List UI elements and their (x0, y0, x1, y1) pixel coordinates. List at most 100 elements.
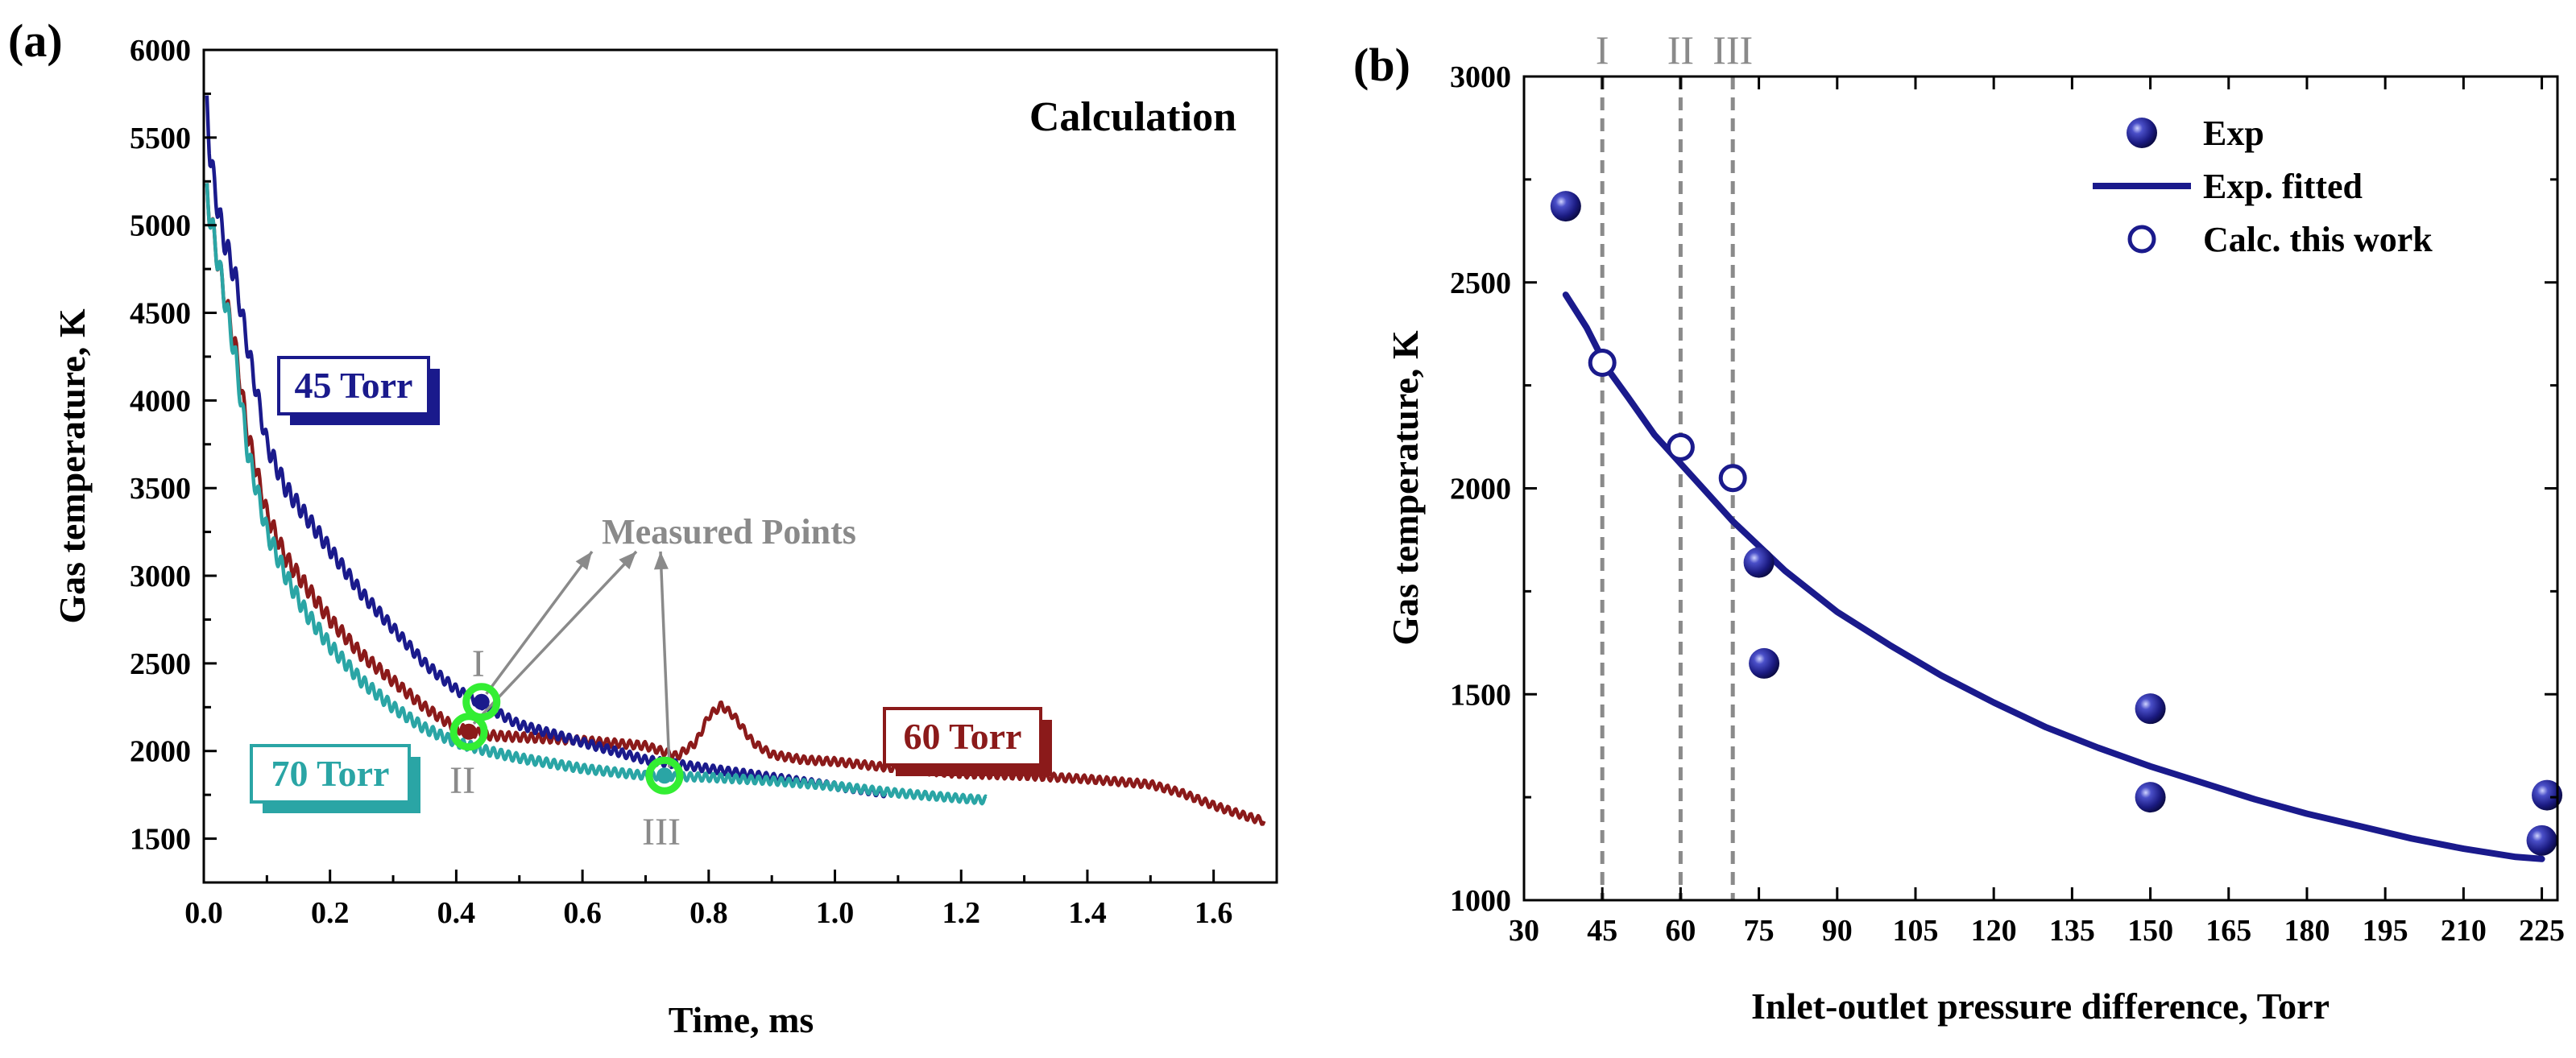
panel-b-y-title: Gas temperature, K (1385, 330, 1426, 646)
panel-b-frame (1522, 75, 2559, 902)
exp-point (1749, 647, 1780, 679)
calc-point (1666, 432, 1695, 461)
y-tick-label: 3000 (1450, 60, 1511, 94)
label-70-torr: 70 Torr (250, 744, 420, 813)
panel-a-label: (a) (8, 14, 63, 67)
measured-arrow-head (619, 552, 636, 570)
panel-b: (b) I II III 30 45 60 75 90 105 120 135 150 165 180 1… (1353, 27, 2565, 1027)
y-tick-label: 1500 (1450, 678, 1511, 712)
label-45-torr: 45 Torr (277, 356, 440, 425)
calc-point (1588, 348, 1617, 377)
legend-calc-label: Calc. this work (2203, 220, 2433, 259)
measured-arrow-head (575, 552, 592, 571)
x-tick-label: 150 (2127, 914, 2173, 948)
measured-point-label: II (449, 759, 475, 802)
x-tick-label: 0.8 (690, 896, 728, 930)
measured-arrow-head (653, 552, 669, 570)
measured-point-label: I (472, 643, 485, 685)
measured-point (473, 693, 490, 710)
panel-a-title: Calculation (1029, 94, 1236, 140)
x-tick-label: 90 (1822, 914, 1853, 948)
x-tick-label: 225 (2519, 914, 2565, 948)
label-60-torr: 60 Torr (883, 707, 1052, 776)
exp-fitted-line (1562, 291, 2545, 862)
measured-arrow (659, 551, 671, 768)
y-tick-label: 6000 (130, 34, 191, 68)
legend-fit-label: Exp. fitted (2203, 167, 2363, 206)
exp-point (2532, 779, 2563, 811)
measured-point-ring (449, 713, 488, 751)
label-45-torr-text: 45 Torr (295, 365, 413, 406)
x-tick-label: 30 (1509, 914, 1539, 948)
x-tick-label: 120 (1971, 914, 2017, 948)
y-tick-label: 5500 (130, 122, 191, 155)
panel-a: (a) 0.0 0.2 0.4 0.6 0.8 1.0 1.2 1.4 1.6 1500 2000… (8, 14, 1278, 1040)
panel-a-x-title: Time, ms (669, 999, 814, 1040)
measured-arrow (485, 550, 594, 695)
panel-b-legend: Exp Exp. fitted Calc. this work (2093, 114, 2433, 259)
label-60-torr-text: 60 Torr (904, 716, 1022, 757)
y-tick-label: 1000 (1450, 884, 1511, 918)
panel-b-label: (b) (1353, 39, 1410, 91)
exp-point (2135, 782, 2166, 813)
x-tick-label: 1.4 (1068, 896, 1107, 930)
x-tick-label: 1.2 (942, 896, 980, 930)
panel-b-x-title: Inlet-outlet pressure difference, Torr (1751, 986, 2330, 1027)
vline-label: II (1667, 27, 1694, 72)
measured-points-label: Measured Points (602, 512, 856, 552)
exp-point (1550, 191, 1581, 222)
measured-point-ring (645, 756, 684, 795)
x-tick-label: 165 (2205, 914, 2251, 948)
panel-b-plot: I II III (1550, 27, 2563, 900)
y-tick-label: 4000 (130, 384, 191, 418)
x-tick-label: 135 (2049, 914, 2095, 948)
panel-a-plot (205, 95, 1266, 826)
measured-arrow (472, 550, 638, 725)
vline-label: I (1596, 27, 1609, 72)
y-tick-label: 2000 (1450, 473, 1511, 506)
measured-point-label: III (642, 811, 681, 853)
legend-calc-marker (2127, 225, 2156, 254)
y-tick-label: 2500 (1450, 267, 1511, 300)
measured-point (461, 723, 478, 740)
vline-label: III (1713, 27, 1753, 72)
measured-point (656, 767, 673, 784)
x-tick-label: 0.0 (184, 896, 223, 930)
y-tick-label: 2000 (130, 735, 191, 769)
panel-a-y-title: Gas temperature, K (52, 308, 93, 624)
panel-b-x-ticks: 30 45 60 75 90 105 120 135 150 165 180 195 210 225 (1509, 76, 2565, 948)
exp-point (1743, 547, 1775, 578)
x-tick-label: 210 (2441, 914, 2487, 948)
label-70-torr-text: 70 Torr (271, 753, 390, 794)
y-tick-label: 4500 (130, 297, 191, 331)
x-tick-label: 1.0 (816, 896, 855, 930)
panel-b-y-ticks: 1000 1500 2000 2500 3000 (1450, 60, 2557, 918)
panel-a-y-ticks: 1500 2000 2500 3000 3500 4000 4500 5000 5500 6000 (130, 34, 217, 857)
panel-a-x-ticks: 0.0 0.2 0.4 0.6 0.8 1.0 1.2 1.4 1.6 (184, 870, 1232, 930)
x-tick-label: 105 (1892, 914, 1938, 948)
y-tick-label: 2500 (130, 647, 191, 681)
x-tick-label: 180 (2284, 914, 2330, 948)
series-line-45-torr (205, 95, 888, 799)
x-tick-label: 0.4 (437, 896, 476, 930)
x-tick-label: 1.6 (1195, 896, 1233, 930)
y-tick-label: 3000 (130, 560, 191, 593)
calc-point (1718, 464, 1747, 493)
x-tick-label: 75 (1744, 914, 1775, 948)
exp-point (2135, 693, 2166, 725)
y-tick-label: 1500 (130, 823, 191, 857)
y-tick-label: 5000 (130, 209, 191, 243)
y-tick-label: 3500 (130, 472, 191, 506)
legend-exp-marker (2127, 118, 2157, 148)
x-tick-label: 60 (1665, 914, 1696, 948)
x-tick-label: 0.6 (563, 896, 602, 930)
series-line-70-torr (205, 183, 988, 806)
x-tick-label: 0.2 (311, 896, 350, 930)
x-tick-label: 195 (2363, 914, 2408, 948)
panel-a-frame (202, 48, 1278, 884)
legend-exp-label: Exp (2203, 114, 2264, 153)
exp-point (2526, 824, 2557, 856)
x-tick-label: 45 (1587, 914, 1617, 948)
